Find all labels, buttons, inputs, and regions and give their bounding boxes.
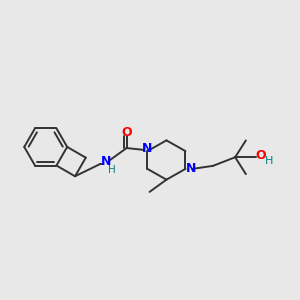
Text: O: O — [121, 126, 132, 139]
Text: H: H — [108, 165, 116, 175]
Text: H: H — [265, 156, 273, 166]
Text: O: O — [255, 149, 266, 162]
Text: N: N — [100, 155, 111, 168]
Text: N: N — [142, 142, 153, 154]
Text: N: N — [186, 162, 196, 176]
